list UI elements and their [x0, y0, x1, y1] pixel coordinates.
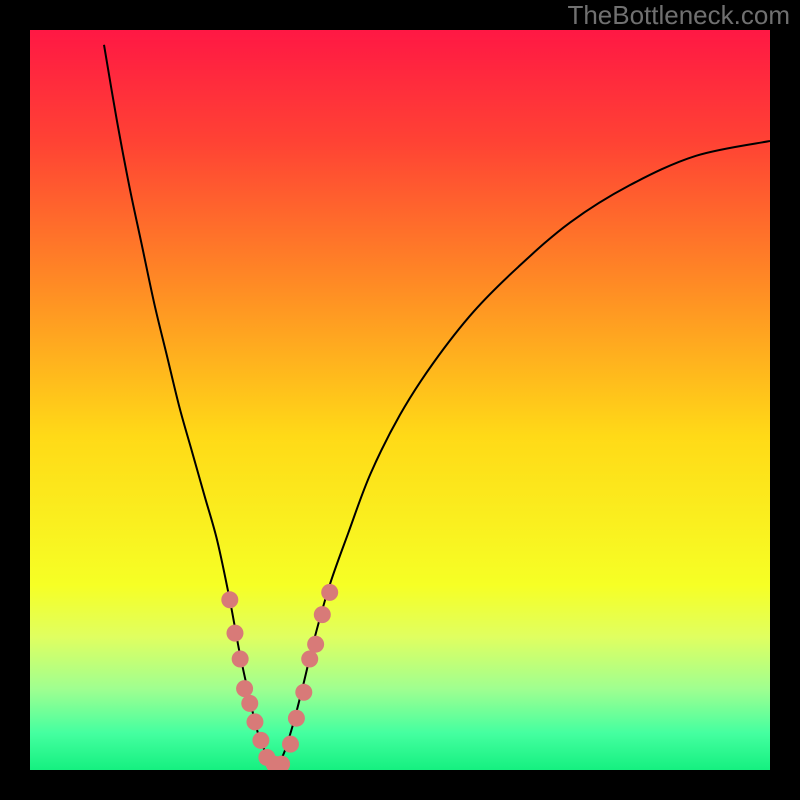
data-point: [232, 651, 249, 668]
data-point: [314, 606, 331, 623]
data-point: [252, 732, 269, 749]
data-point: [226, 625, 243, 642]
data-point: [288, 710, 305, 727]
data-point: [295, 684, 312, 701]
data-point: [246, 713, 263, 730]
data-point: [301, 651, 318, 668]
data-point: [236, 680, 253, 697]
data-point: [307, 636, 324, 653]
data-point: [221, 591, 238, 608]
data-point: [321, 584, 338, 601]
data-point: [241, 695, 258, 712]
watermark-text: TheBottleneck.com: [567, 0, 790, 30]
chart-container: TheBottleneck.com: [0, 0, 800, 800]
bottleneck-chart: TheBottleneck.com: [0, 0, 800, 800]
data-point: [282, 736, 299, 753]
gradient-background: [30, 30, 770, 770]
